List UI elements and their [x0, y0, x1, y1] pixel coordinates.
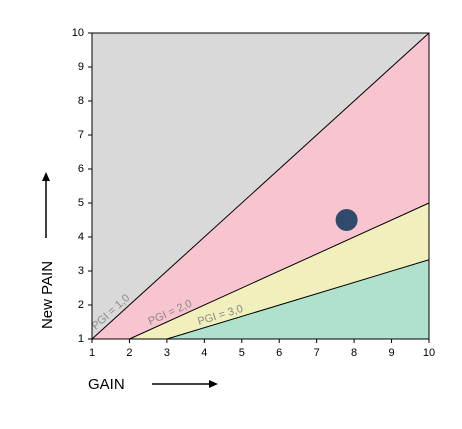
point	[335, 209, 358, 231]
x-tick-label: 2	[126, 347, 132, 359]
x-axis-title: GAIN	[88, 376, 125, 393]
x-tick-label: 7	[314, 347, 320, 359]
x-tick-label: 10	[423, 347, 435, 359]
x-tick-label: 8	[351, 347, 357, 359]
x-tick-label: 1	[89, 347, 95, 359]
pgi-line	[91, 32, 430, 340]
y-tick-label: 3	[78, 265, 84, 277]
y-tick-label: 2	[78, 299, 84, 311]
x-tick-label: 5	[239, 347, 245, 359]
y-tick-label: 7	[78, 129, 84, 141]
y-tick-label: 4	[78, 231, 84, 243]
y-arrowhead	[42, 172, 50, 181]
x-arrowhead	[209, 380, 218, 388]
y-tick-label: 9	[78, 61, 84, 73]
y-tick-label: 6	[78, 163, 84, 175]
pgi-line	[129, 202, 430, 340]
x-tick-label: 9	[388, 347, 394, 359]
x-tick-label: 3	[164, 347, 170, 359]
x-tick-label: 4	[201, 347, 207, 359]
plot-frame	[91, 32, 430, 340]
y-tick-label: 10	[72, 27, 84, 39]
y-axis-title: New PAIN	[39, 261, 56, 329]
y-tick-label: 1	[78, 333, 84, 345]
y-tick-label: 8	[78, 95, 84, 107]
y-tick-label: 5	[78, 197, 84, 209]
pgi-line	[166, 259, 430, 340]
x-tick-label: 6	[276, 347, 282, 359]
